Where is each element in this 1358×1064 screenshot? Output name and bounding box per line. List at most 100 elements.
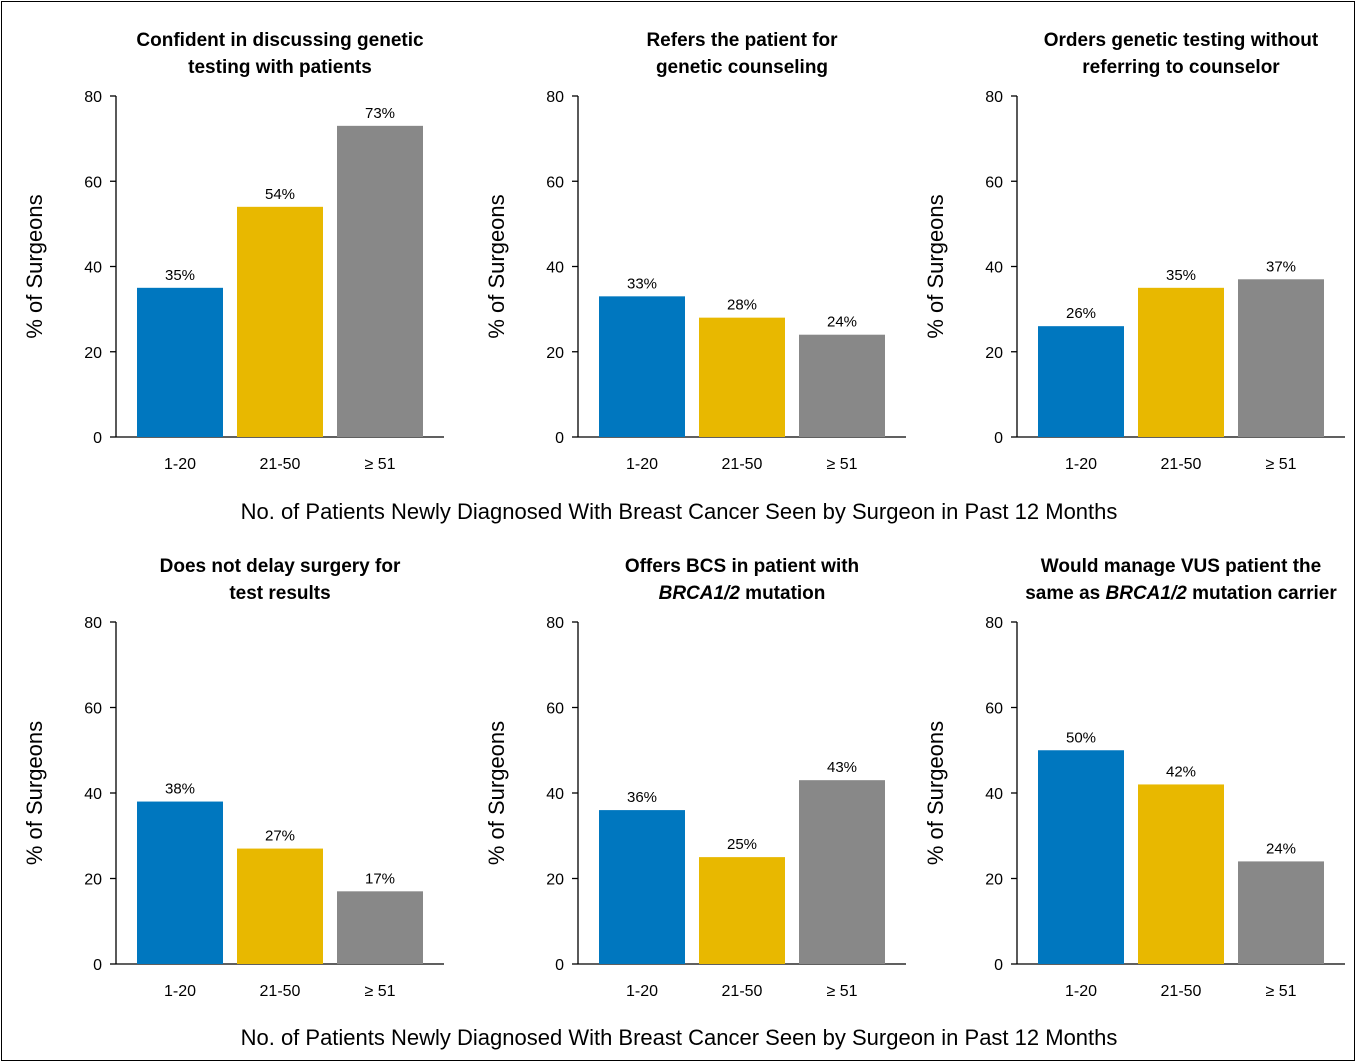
- chart-title-line: Confident in discussing genetic: [136, 30, 424, 51]
- chart-3: Orders genetic testing without referring …: [923, 30, 1345, 473]
- y-axis-label: % of Surgeons: [22, 194, 47, 338]
- chart-4: Does not delay surgery for test results % …: [22, 556, 444, 1000]
- bar-value-label: 28%: [727, 297, 757, 314]
- bar-value-label: 27%: [265, 828, 295, 845]
- bar: [599, 296, 685, 437]
- y-tick-label: 20: [546, 345, 564, 362]
- y-tick-label: 80: [84, 615, 102, 632]
- bar-value-label: 24%: [827, 314, 857, 331]
- x-tick-label: 1-20: [1065, 456, 1097, 473]
- y-tick-label: 60: [546, 701, 564, 718]
- y-tick-label: 60: [84, 701, 102, 718]
- y-tick-label: 0: [93, 957, 102, 974]
- bar: [1038, 326, 1124, 437]
- x-axis-caption-bottom: No. of Patients Newly Diagnosed With Bre…: [240, 1025, 1118, 1050]
- bar: [337, 125, 423, 438]
- x-tick-label: 21-50: [260, 456, 301, 473]
- y-axis-label: % of Surgeons: [484, 194, 509, 338]
- chart-title-line: genetic counseling: [656, 57, 828, 78]
- chart-title-line: Does not delay surgery for: [160, 556, 401, 577]
- bar-value-label: 43%: [827, 759, 857, 776]
- chart-title-line: testing with patients: [188, 57, 372, 78]
- x-tick-label: ≥ 51: [1265, 983, 1296, 1000]
- bar: [237, 848, 323, 964]
- bar-value-label: 33%: [627, 275, 657, 292]
- y-tick-label: 80: [985, 89, 1003, 106]
- bar-value-label: 35%: [165, 267, 195, 284]
- y-tick-label: 0: [93, 430, 102, 447]
- chart-title-line: test results: [229, 583, 330, 604]
- bar-value-label: 26%: [1066, 305, 1096, 322]
- chart-title-line: Would manage VUS patient the: [1041, 556, 1321, 577]
- x-tick-label: 1-20: [164, 983, 196, 1000]
- bar: [137, 801, 223, 964]
- bar: [1238, 279, 1324, 437]
- bar: [137, 287, 223, 437]
- bar-value-label: 42%: [1166, 763, 1196, 780]
- y-tick-label: 0: [555, 430, 564, 447]
- bar-value-label: 36%: [627, 789, 657, 806]
- y-axis-label: % of Surgeons: [923, 194, 948, 338]
- x-tick-label: 1-20: [164, 456, 196, 473]
- y-tick-label: 0: [555, 957, 564, 974]
- chart-2: Refers the patient for genetic counseling…: [484, 30, 906, 473]
- x-tick-label: 21-50: [260, 983, 301, 1000]
- y-tick-label: 80: [546, 89, 564, 106]
- x-tick-label: 21-50: [722, 456, 763, 473]
- y-tick-label: 40: [546, 786, 564, 803]
- bar-value-label: 35%: [1166, 267, 1196, 284]
- y-tick-label: 40: [985, 260, 1003, 277]
- y-tick-label: 20: [84, 872, 102, 889]
- x-tick-label: 1-20: [626, 983, 658, 1000]
- bar: [799, 334, 885, 437]
- y-tick-label: 20: [546, 872, 564, 889]
- y-tick-label: 20: [84, 345, 102, 362]
- bar-value-label: 38%: [165, 781, 195, 798]
- y-tick-label: 0: [994, 430, 1003, 447]
- x-tick-label: 21-50: [722, 983, 763, 1000]
- bar: [699, 857, 785, 964]
- bar-value-label: 24%: [1266, 840, 1296, 857]
- bar: [699, 317, 785, 437]
- bar: [599, 810, 685, 964]
- x-tick-label: ≥ 51: [364, 983, 395, 1000]
- y-tick-label: 0: [994, 957, 1003, 974]
- y-tick-label: 40: [84, 260, 102, 277]
- y-axis-label: % of Surgeons: [22, 721, 47, 865]
- x-tick-label: ≥ 51: [364, 456, 395, 473]
- x-tick-label: ≥ 51: [826, 983, 857, 1000]
- bar: [799, 780, 885, 964]
- y-axis-label: % of Surgeons: [923, 721, 948, 865]
- y-tick-label: 80: [546, 615, 564, 632]
- bar: [1138, 784, 1224, 964]
- bar-value-label: 54%: [265, 186, 295, 203]
- bar-value-label: 37%: [1266, 258, 1296, 275]
- bar: [1138, 287, 1224, 437]
- y-tick-label: 80: [84, 89, 102, 106]
- x-tick-label: 1-20: [626, 456, 658, 473]
- chart-title-line: same as BRCA1/2 mutation carrier: [1025, 583, 1337, 604]
- y-tick-label: 40: [84, 786, 102, 803]
- bar-value-label: 50%: [1066, 729, 1096, 746]
- chart-1: Confident in discussing genetic testing w…: [22, 30, 444, 473]
- y-tick-label: 80: [985, 615, 1003, 632]
- x-tick-label: 21-50: [1161, 456, 1202, 473]
- bar: [1238, 861, 1324, 964]
- x-tick-label: 21-50: [1161, 983, 1202, 1000]
- x-tick-label: ≥ 51: [826, 456, 857, 473]
- x-tick-label: ≥ 51: [1265, 456, 1296, 473]
- bar-value-label: 17%: [365, 870, 395, 887]
- y-axis-label: % of Surgeons: [484, 721, 509, 865]
- chart-title-line: referring to counselor: [1082, 57, 1280, 78]
- y-tick-label: 60: [546, 174, 564, 191]
- x-tick-label: 1-20: [1065, 983, 1097, 1000]
- chart-6: Would manage VUS patient the same as BRCA…: [923, 556, 1345, 1000]
- bar: [237, 206, 323, 437]
- bar-value-label: 25%: [727, 836, 757, 853]
- y-tick-label: 20: [985, 872, 1003, 889]
- y-tick-label: 60: [985, 701, 1003, 718]
- chart-title-line: Orders genetic testing without: [1044, 30, 1319, 51]
- y-tick-label: 40: [985, 786, 1003, 803]
